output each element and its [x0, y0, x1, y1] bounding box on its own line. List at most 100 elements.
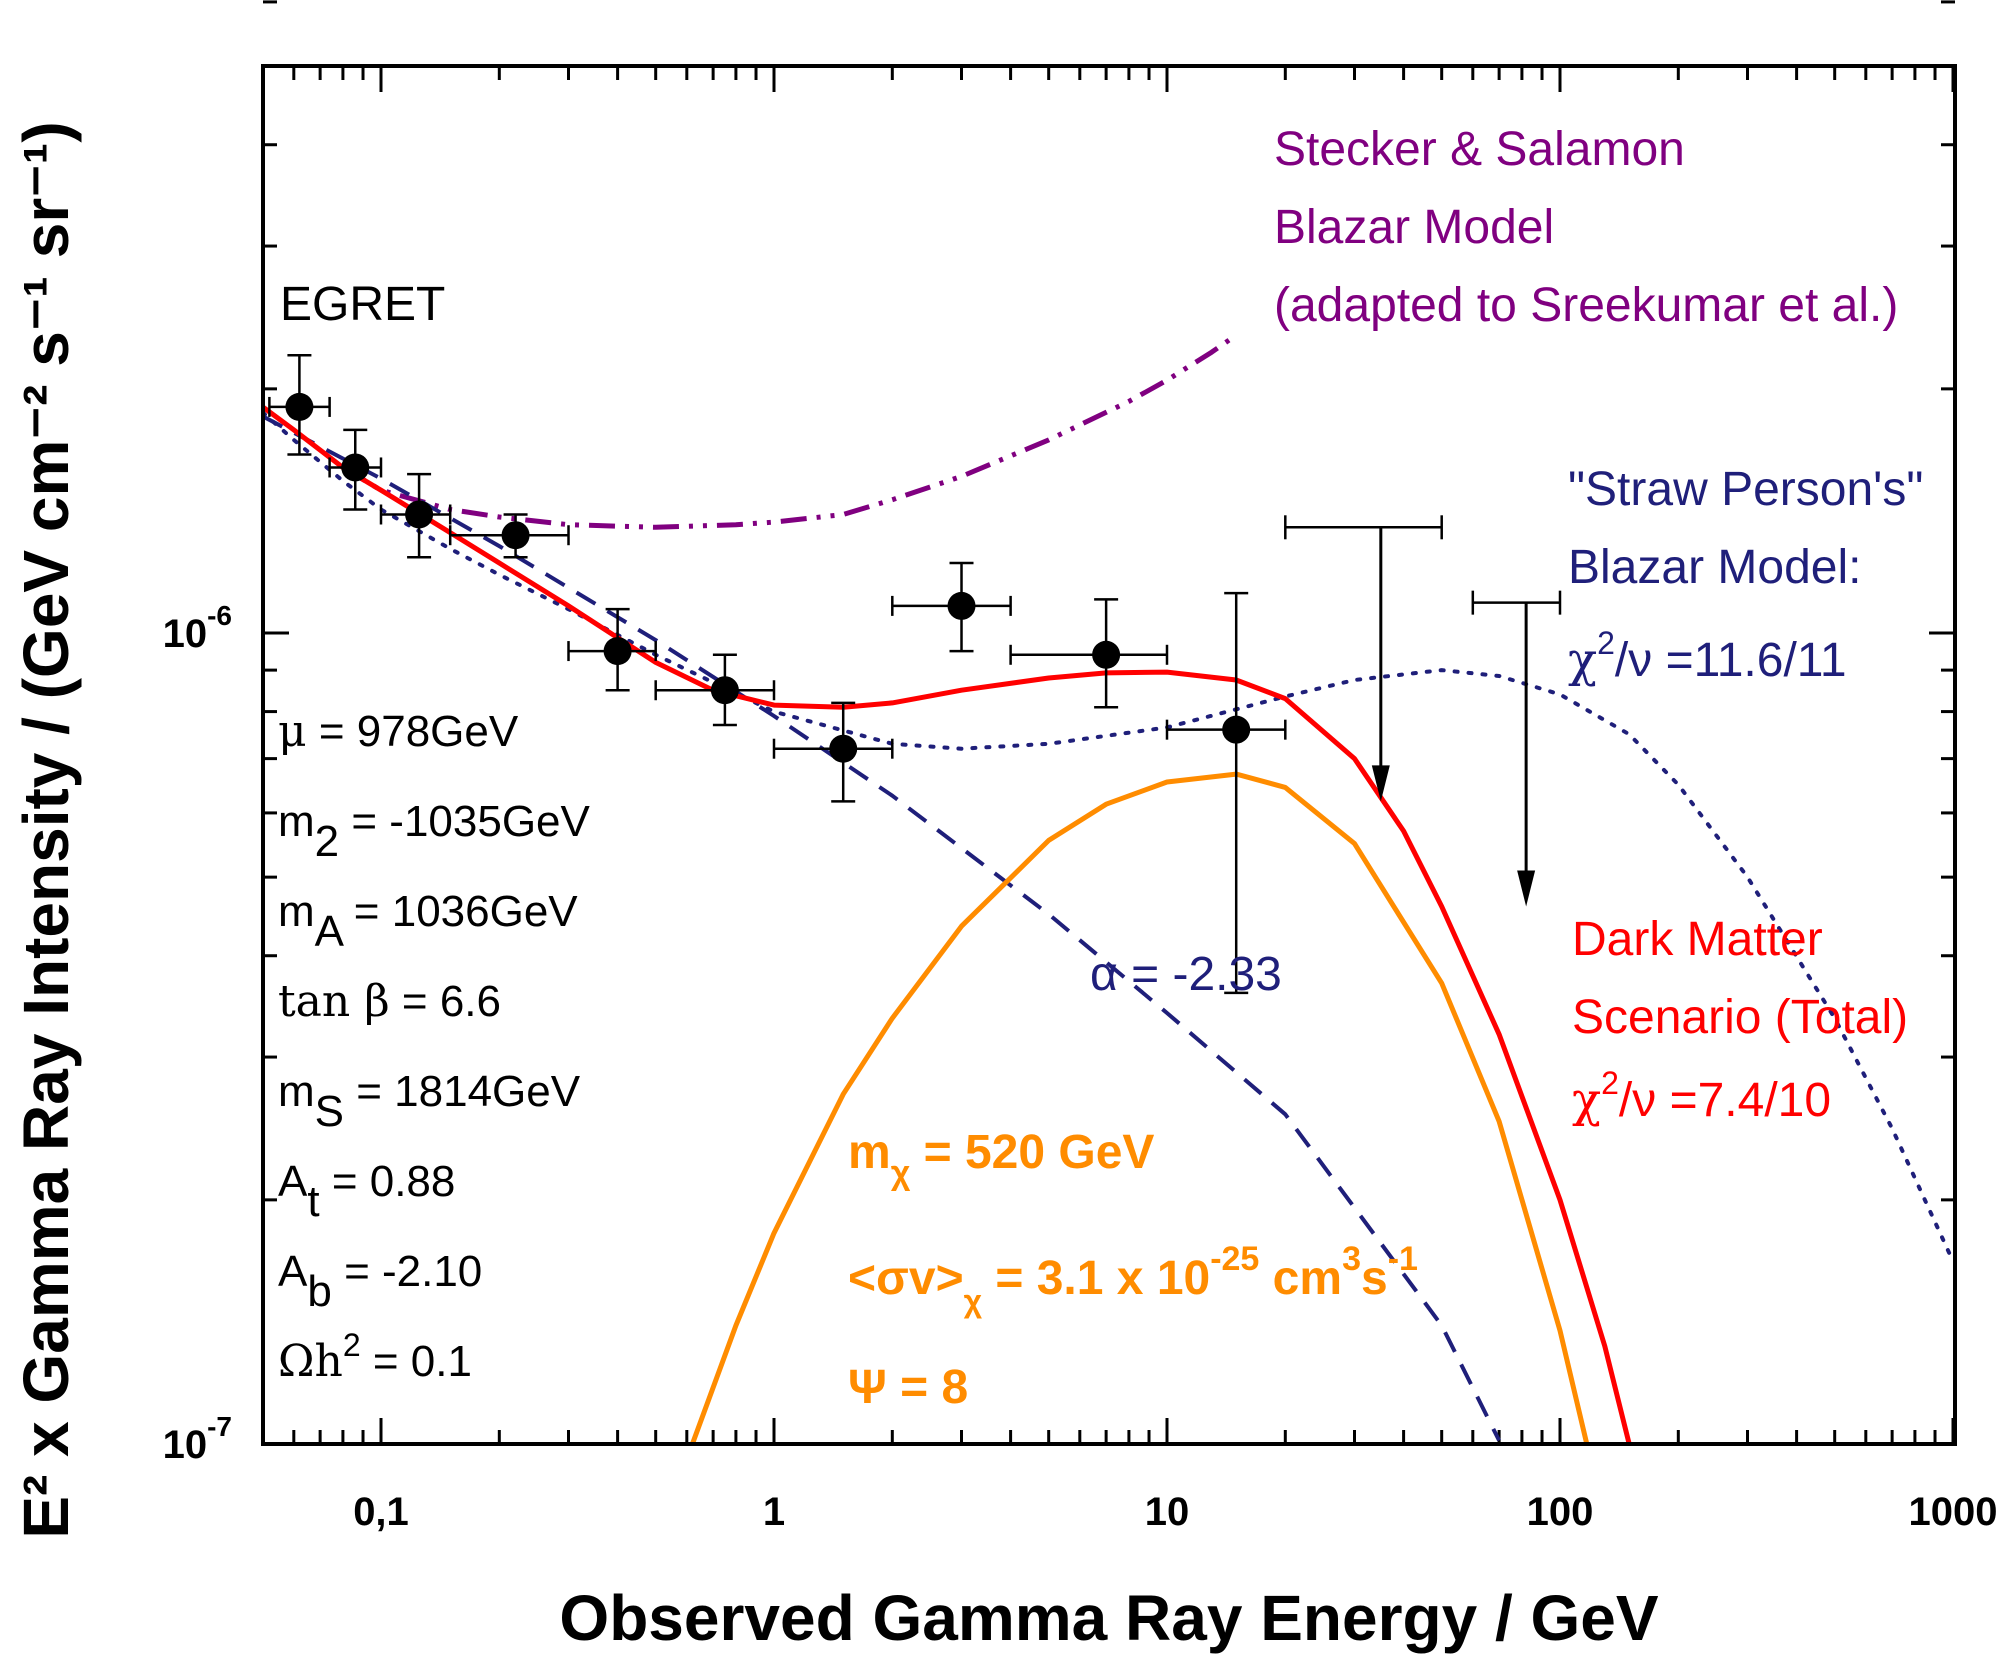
param-subscript: b	[307, 1267, 331, 1316]
alpha-label: α = -2.33	[1090, 948, 1282, 1001]
x-tick-label: 10	[1145, 1490, 1190, 1534]
parameter-line: At = 0.88	[278, 1157, 455, 1226]
dm-label-line1: Dark Matter	[1572, 913, 1823, 966]
data-marker	[501, 521, 530, 550]
y-tick-label: 10-6	[163, 600, 232, 656]
parameter-line: tan β = 6.6	[278, 976, 501, 1027]
x-tick-label: 100	[1527, 1490, 1594, 1534]
y-tick-exponent: -7	[207, 1411, 232, 1442]
egret-points-layer	[268, 354, 1562, 995]
mchi-sub: χ	[891, 1154, 911, 1192]
egret-label: EGRET	[280, 278, 445, 331]
param-subscript: A	[315, 907, 345, 956]
parameter-line: mS = 1814GeV	[278, 1067, 581, 1136]
x-axis-title: Observed Gamma Ray Energy / GeV	[559, 1582, 1658, 1654]
limit-arrow-head	[1371, 765, 1390, 802]
param-value: = 1814GeV	[344, 1067, 581, 1116]
y-tick-base: 10	[163, 612, 208, 656]
param-value: = 978GeV	[307, 707, 519, 756]
dm-model-label: mχ = 520 GeV <σv>χ = 3.1 x 10-25 cm3s-1 …	[848, 1126, 1418, 1414]
sigmav-exp3: -1	[1388, 1240, 1418, 1278]
data-marker	[829, 734, 858, 763]
y-tick-base: 10	[163, 1423, 208, 1467]
egret-point	[1009, 598, 1169, 709]
parameter-line: Ωh2 = 0.1	[278, 1327, 472, 1387]
stecker-label: Stecker & Salamon Blazar Model (adapted …	[1274, 123, 1898, 332]
egret-point	[891, 561, 1012, 653]
dm-chi-exponent: 2	[1601, 1065, 1619, 1101]
straw-chi2-label: χ2/ν =11.6/11	[1568, 625, 1847, 688]
data-marker	[603, 637, 632, 666]
param-symbol: m	[278, 797, 315, 846]
psi-label: Ψ = 8	[848, 1361, 968, 1414]
data-marker	[1092, 640, 1121, 669]
straw-label: "Straw Person's" Blazar Model: χ2/ν =11.…	[1568, 463, 1923, 688]
straw-chi-exponent: 2	[1597, 625, 1615, 661]
y-axis-title: E² x Gamma Ray Intensity / (GeV cm⁻² s⁻¹…	[10, 121, 82, 1538]
dm-chi2-label: χ2/ν =7.4/10	[1572, 1065, 1831, 1128]
data-marker	[405, 500, 434, 529]
sigmav-exp1: -25	[1210, 1240, 1259, 1278]
param-symbol: tan β	[278, 976, 390, 1027]
straw-label-line2: Blazar Model:	[1568, 541, 1861, 594]
parameter-line: mA = 1036GeV	[278, 887, 578, 956]
egret-upper-limit	[1284, 515, 1443, 802]
stecker-label-line3: (adapted to Sreekumar et al.)	[1274, 279, 1898, 332]
egret-point	[567, 607, 657, 692]
egret-point	[328, 428, 383, 511]
sigmav-b: = 3.1 x 10	[982, 1252, 1210, 1305]
param-symbol: A	[278, 1157, 308, 1206]
param-symbol: A	[278, 1247, 308, 1296]
straw-chi-symbol: χ	[1568, 632, 1597, 688]
egret-point	[772, 701, 894, 803]
parameter-line: Ab = -2.10	[278, 1247, 482, 1316]
x-tick-label: 1	[763, 1490, 785, 1534]
dm-chi-value: /ν =7.4/10	[1619, 1074, 1831, 1127]
param-subscript: S	[315, 1087, 344, 1136]
sigmav-d: s	[1361, 1252, 1388, 1305]
mchi-label: mχ = 520 GeV	[848, 1126, 1154, 1192]
straw-label-line1: "Straw Person's"	[1568, 463, 1923, 516]
param-symbol: Ωh	[278, 1336, 343, 1387]
x-tick-label: 0,1	[353, 1490, 409, 1534]
sigmav-label: <σv>χ = 3.1 x 10-25 cm3s-1	[848, 1240, 1418, 1319]
data-marker	[341, 453, 370, 482]
stecker-label-line2: Blazar Model	[1274, 201, 1554, 254]
egret-point	[268, 354, 331, 456]
sigmav-sub: χ	[964, 1283, 983, 1319]
param-symbol: m	[278, 1067, 315, 1116]
plot-frame	[261, 64, 1957, 1446]
data-marker	[285, 392, 314, 421]
param-symbol: m	[278, 887, 315, 936]
sigmav-a: <σv>	[848, 1252, 964, 1305]
sigmav-exp2: 3	[1342, 1240, 1361, 1278]
param-value: = 0.88	[320, 1157, 456, 1206]
series-line-1	[341, 333, 1238, 530]
param-value: = -2.10	[332, 1247, 482, 1296]
egret-point	[654, 653, 776, 727]
y-tick-exponent: -6	[207, 600, 232, 631]
data-marker	[1222, 715, 1251, 744]
egret-point	[448, 513, 570, 559]
data-marker	[947, 591, 976, 620]
param-value: = 1036GeV	[342, 887, 579, 936]
y-tick-label: 10-7	[163, 1411, 232, 1467]
parameter-line: m2 = -1035GeV	[278, 797, 591, 866]
x-tick-label: 1000	[1909, 1490, 1998, 1534]
series-line-4	[690, 771, 1590, 1444]
egret-point	[1165, 591, 1287, 995]
parameter-line: μ = 978GeV	[278, 706, 519, 757]
mchi-m: m	[848, 1126, 891, 1179]
param-subscript: 2	[315, 817, 339, 866]
param-subscript: t	[307, 1177, 319, 1226]
stecker-label-line1: Stecker & Salamon	[1274, 123, 1685, 176]
param-symbol: μ	[278, 706, 307, 757]
data-marker	[710, 676, 739, 705]
sigmav-c: cm	[1259, 1252, 1342, 1305]
dm-label-line2: Scenario (Total)	[1572, 991, 1908, 1044]
param-superscript: 2	[343, 1327, 361, 1363]
dm-chi-symbol: χ	[1572, 1072, 1601, 1128]
